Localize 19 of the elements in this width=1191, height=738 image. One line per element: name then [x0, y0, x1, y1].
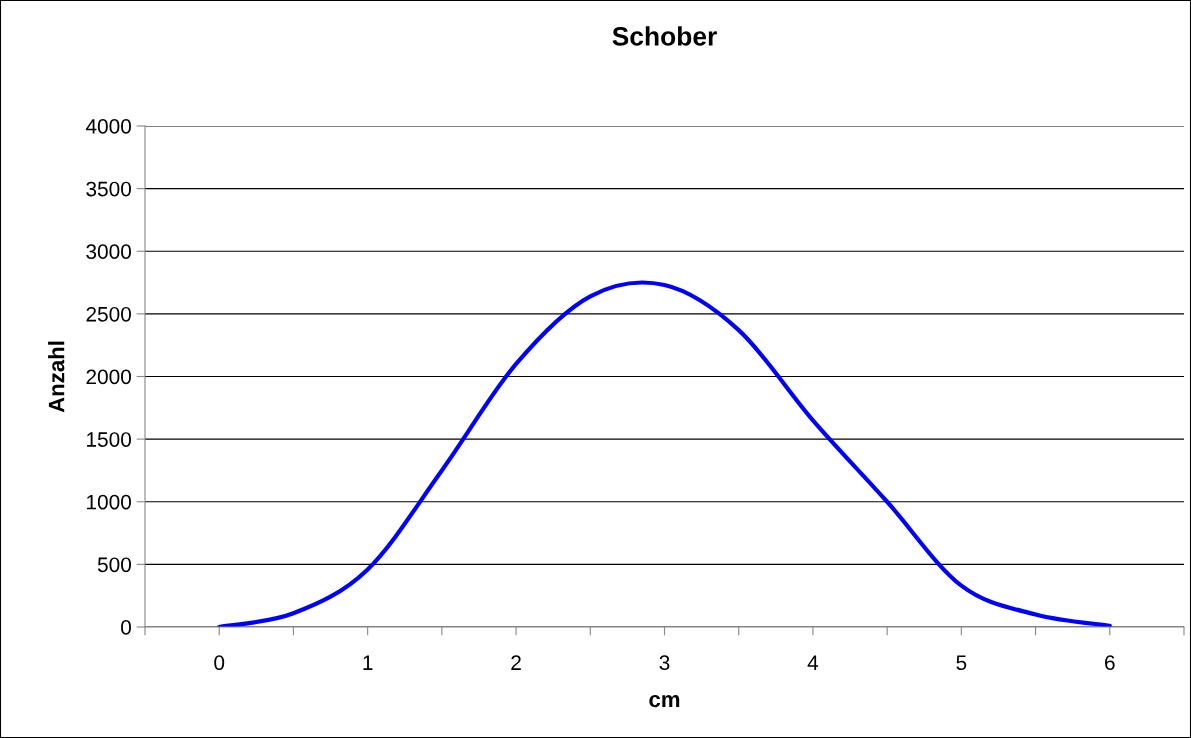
y-tick-label: 4000 [85, 119, 131, 134]
x-tick-label: 4 [807, 655, 819, 670]
x-axis-title: cm [649, 695, 680, 708]
x-tick-label: 5 [956, 655, 967, 671]
y-axis-title: Anzahl [48, 341, 65, 413]
y-tick-label: 1500 [87, 432, 131, 447]
y-tick-label: 1000 [87, 494, 131, 510]
y-tick-label: 3000 [86, 244, 131, 259]
y-tick-label: 3500 [86, 181, 131, 197]
y-tick-label: 2500 [86, 306, 131, 322]
x-tick-label: 0 [214, 655, 225, 671]
y-tick-label: 500 [97, 557, 131, 573]
x-tick-label: 1 [363, 655, 373, 670]
x-tick-label: 2 [511, 655, 521, 670]
x-tick-label: 6 [1105, 655, 1115, 671]
y-tick-label: 0 [121, 620, 131, 635]
x-tick-label: 3 [659, 655, 670, 671]
y-tick-label: 2000 [86, 369, 131, 385]
chart-title: Schober [612, 26, 717, 46]
